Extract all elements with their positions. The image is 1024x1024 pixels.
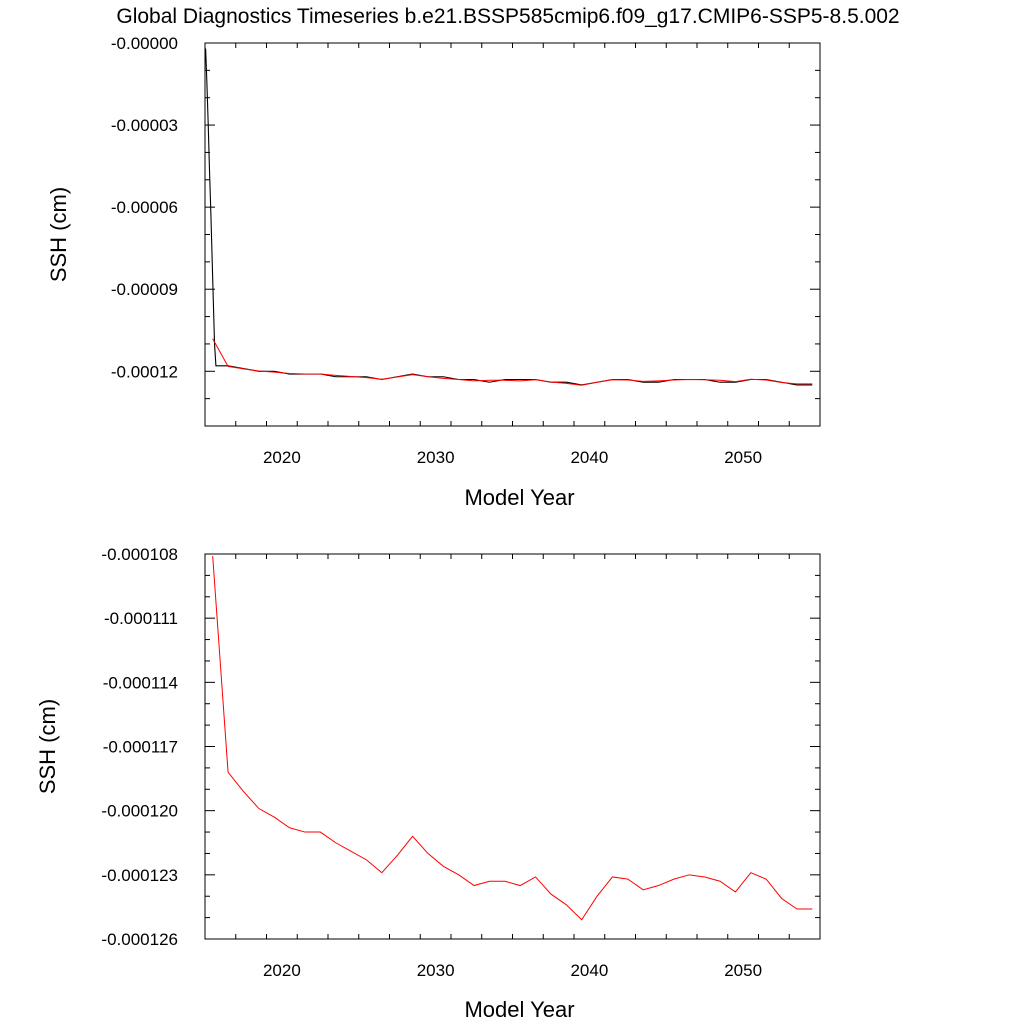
plot-frame	[204, 553, 821, 940]
y-tick-label: -0.000123	[101, 866, 178, 885]
bottom-panel: 2020 2030 2040 2050-0.000108-0.000111-0.000…	[35, 545, 821, 1022]
top-panel: 2020 2030 2040 2050 -0.00000 -0.00003 -0.00006…	[46, 34, 821, 510]
x-axis: 2020 2030 2040 2050	[204, 554, 821, 980]
x-tick-label: 2040	[570, 448, 608, 467]
y-axis: -0.00000 -0.00003 -0.00006 -0.00009 -0.00012	[111, 34, 820, 427]
y-tick-label: -0.00006	[111, 198, 178, 217]
y-axis: -0.000108 -0.000111 -0.000114 -0.000117 -0.0…	[101, 545, 820, 949]
y-tick-label: -0.000111	[104, 609, 178, 628]
x-tick-label: 2050	[724, 448, 762, 467]
y-axis-title: SSH (cm)	[46, 187, 71, 282]
x-tick-label: 2040	[570, 961, 608, 980]
x-axis-title: Model Year	[464, 485, 574, 510]
x-axis: 2020 2030 2040 2050	[204, 43, 821, 467]
y-tick-label: -0.00009	[111, 280, 178, 299]
x-tick-label: 2020	[263, 961, 301, 980]
x-tick-label: 2030	[417, 961, 455, 980]
plot-frame	[204, 42, 821, 427]
y-tick-label: -0.000108	[101, 545, 178, 564]
x-tick-label: 2020	[263, 448, 301, 467]
series-line-black	[205, 48, 813, 386]
x-tick-label: 2050	[724, 961, 762, 980]
y-tick-label: -0.000114	[103, 673, 178, 692]
y-tick-label: -0.000117	[103, 738, 178, 757]
series-line-red	[212, 556, 813, 921]
x-tick-label: 2030	[417, 448, 455, 467]
y-tick-label: -0.000126	[101, 930, 178, 949]
y-tick-label: -0.00003	[111, 116, 178, 135]
y-tick-label: -0.00012	[111, 362, 178, 381]
x-axis-title: Model Year	[464, 997, 574, 1022]
y-axis-title: SSH (cm)	[35, 699, 60, 794]
y-tick-label: -0.00000	[111, 34, 178, 53]
y-tick-label: -0.000120	[101, 802, 178, 821]
chart-title: Global Diagnostics Timeseries b.e21.BSSP…	[116, 5, 899, 28]
series-line-red	[212, 338, 813, 386]
